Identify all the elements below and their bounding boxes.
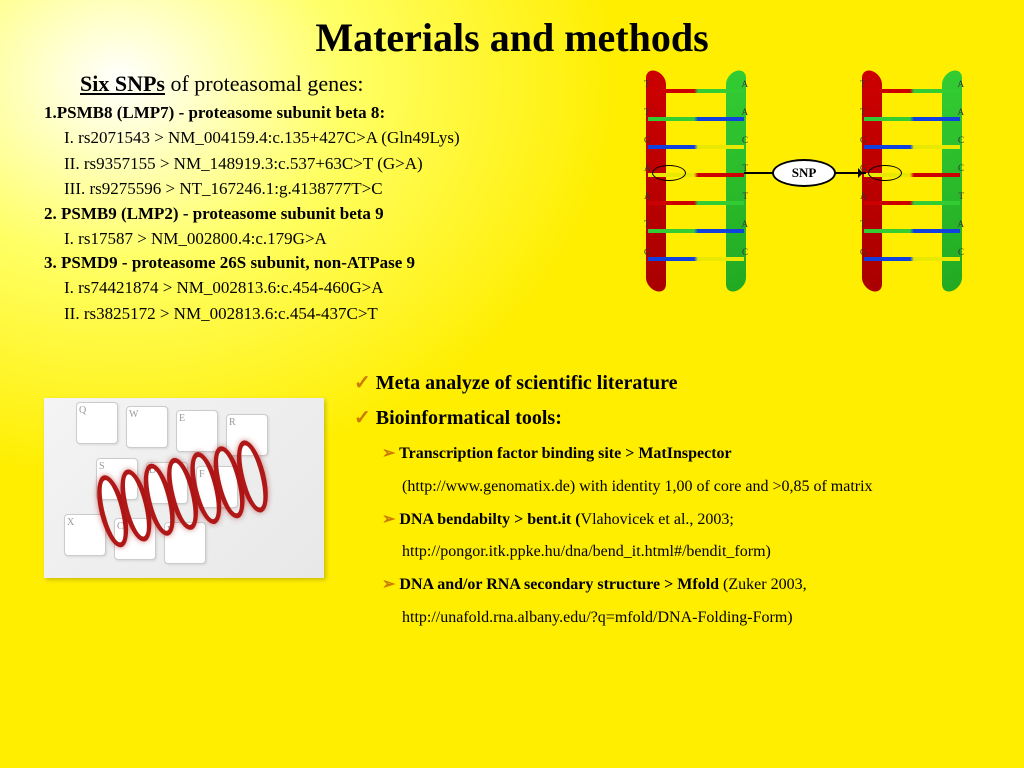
top-row: Six SNPs of proteasomal genes: 1.PSMB8 (… [0, 61, 1024, 326]
highlight-circle-left [652, 165, 686, 181]
snp-item: I. rs74421874 > NM_002813.6:c.454-460G>A [64, 275, 574, 301]
snp-item: III. rs9275596 > NT_167246.1:g.4138777T>… [64, 176, 574, 202]
keyboard-key: X [64, 514, 106, 556]
keyboard-key: W [126, 406, 168, 448]
base-pair: AT [648, 201, 744, 205]
dna-helix-right: TATAGCGCATTAGC [838, 71, 988, 291]
bottom-row: QWERSDFXCV Meta analyze of scientific li… [0, 326, 1024, 633]
tool-item-detail: http://pongor.itk.ppke.hu/dna/bend_it.ht… [402, 538, 994, 567]
base-pair: AT [864, 201, 960, 205]
keyboard-key: Q [76, 402, 118, 444]
dna-helix-left: TATAGCATATTAGC [622, 71, 772, 291]
tool-item-detail: http://unafold.rna.albany.edu/?q=mfold/D… [402, 604, 994, 633]
base-pair: TA [864, 229, 960, 233]
tools-block: Meta analyze of scientific literature Bi… [354, 366, 994, 633]
base-pair: TA [864, 89, 960, 93]
gene-title: 1.PSMB8 (LMP7) - proteasome subunit beta… [44, 103, 574, 123]
snp-item: II. rs9357155 > NM_148919.3:c.537+63C>T … [64, 151, 574, 177]
tool-item: DNA bendabilty > bent.it (Vlahovicek et … [382, 506, 994, 535]
bioinformatical-line: Bioinformatical tools: [354, 405, 994, 430]
base-pair: GC [648, 257, 744, 261]
base-pair: TA [864, 117, 960, 121]
gene-title: 2. PSMB9 (LMP2) - proteasome subunit bet… [44, 204, 574, 224]
snp-item: II. rs3825172 > NM_002813.6:c.454-437C>T [64, 301, 574, 327]
snp-diagram: TATAGCATATTAGC TATAGCGCATTAGC SNP [614, 71, 994, 291]
snp-heading-rest: of proteasomal genes: [165, 71, 364, 96]
tool-item-detail: (http://www.genomatix.de) with identity … [402, 473, 994, 502]
snp-heading-bold: Six SNPs [80, 71, 165, 96]
highlight-circle-right [868, 165, 902, 181]
snp-heading: Six SNPs of proteasomal genes: [80, 71, 574, 97]
tool-item: Transcription factor binding site > MatI… [382, 440, 994, 469]
tool-item: DNA and/or RNA secondary structure > Mfo… [382, 571, 994, 600]
snp-label: SNP [772, 159, 836, 187]
base-pair: TA [648, 89, 744, 93]
snp-block: Six SNPs of proteasomal genes: 1.PSMB8 (… [44, 71, 574, 326]
base-pair: GC [864, 145, 960, 149]
base-pair: TA [648, 117, 744, 121]
snp-item: I. rs2071543 > NM_004159.4:c.135+427C>A … [64, 125, 574, 151]
base-pair: TA [648, 229, 744, 233]
keyboard-key: E [176, 410, 218, 452]
keyboard-dna-image: QWERSDFXCV [44, 398, 324, 578]
base-pair: GC [864, 257, 960, 261]
gene-title: 3. PSMD9 - proteasome 26S subunit, non-A… [44, 253, 574, 273]
page-title: Materials and methods [0, 0, 1024, 61]
meta-analyze-line: Meta analyze of scientific literature [354, 370, 994, 395]
base-pair: GC [648, 145, 744, 149]
snp-item: I. rs17587 > NM_002800.4:c.179G>A [64, 226, 574, 252]
